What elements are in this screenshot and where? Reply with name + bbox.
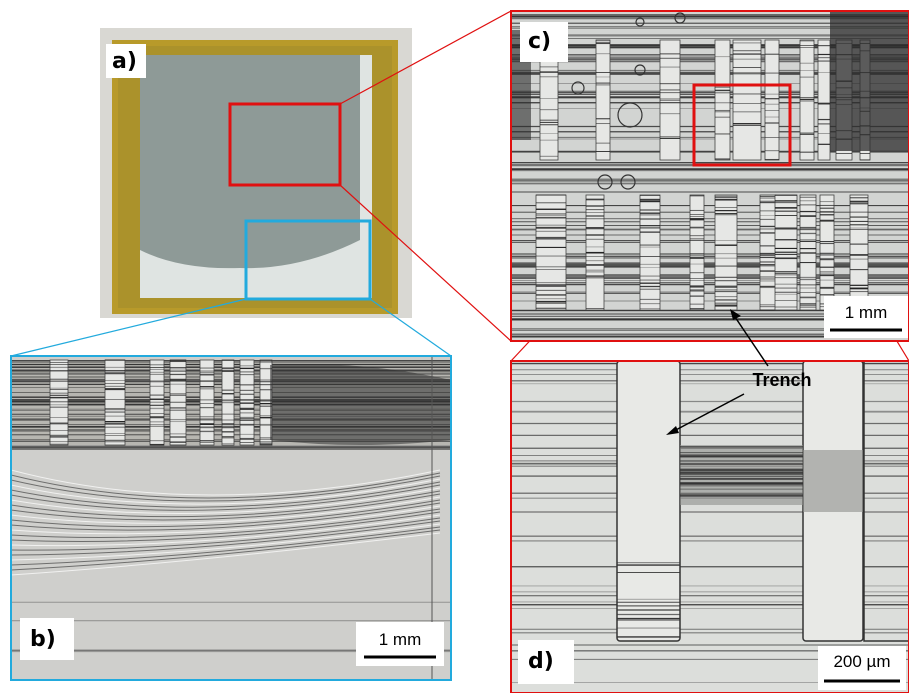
trench — [765, 40, 779, 160]
figure: a) b) 1 mm c) 1 mm d) 20 — [0, 0, 909, 693]
panel-label: c) — [528, 29, 551, 54]
dark-band — [830, 11, 909, 151]
trench — [733, 40, 761, 160]
trench — [715, 40, 730, 160]
panel-a: a) — [100, 28, 412, 318]
film — [140, 55, 360, 268]
scale-bar-label: 1 mm — [845, 303, 888, 322]
trench — [596, 40, 610, 160]
dark-smear — [270, 364, 451, 445]
trench — [536, 195, 566, 310]
panel-label: d) — [528, 649, 554, 674]
panel-label: a) — [112, 49, 137, 74]
panel-c-image — [511, 11, 909, 341]
trench — [760, 195, 776, 310]
dense-stripes — [803, 450, 863, 512]
page: {"panels": [ {"label": "a)"}, {"label": … — [0, 0, 909, 693]
annotation: Trench — [752, 370, 811, 390]
trench — [50, 360, 68, 445]
trench — [105, 360, 125, 445]
scale-bar-label: 200 µm — [833, 652, 890, 671]
trench — [715, 195, 737, 310]
scale-bar-label: 1 mm — [379, 630, 422, 649]
trench — [800, 40, 814, 160]
trench — [640, 195, 660, 310]
panel-label: b) — [30, 627, 56, 652]
trench — [690, 195, 704, 310]
